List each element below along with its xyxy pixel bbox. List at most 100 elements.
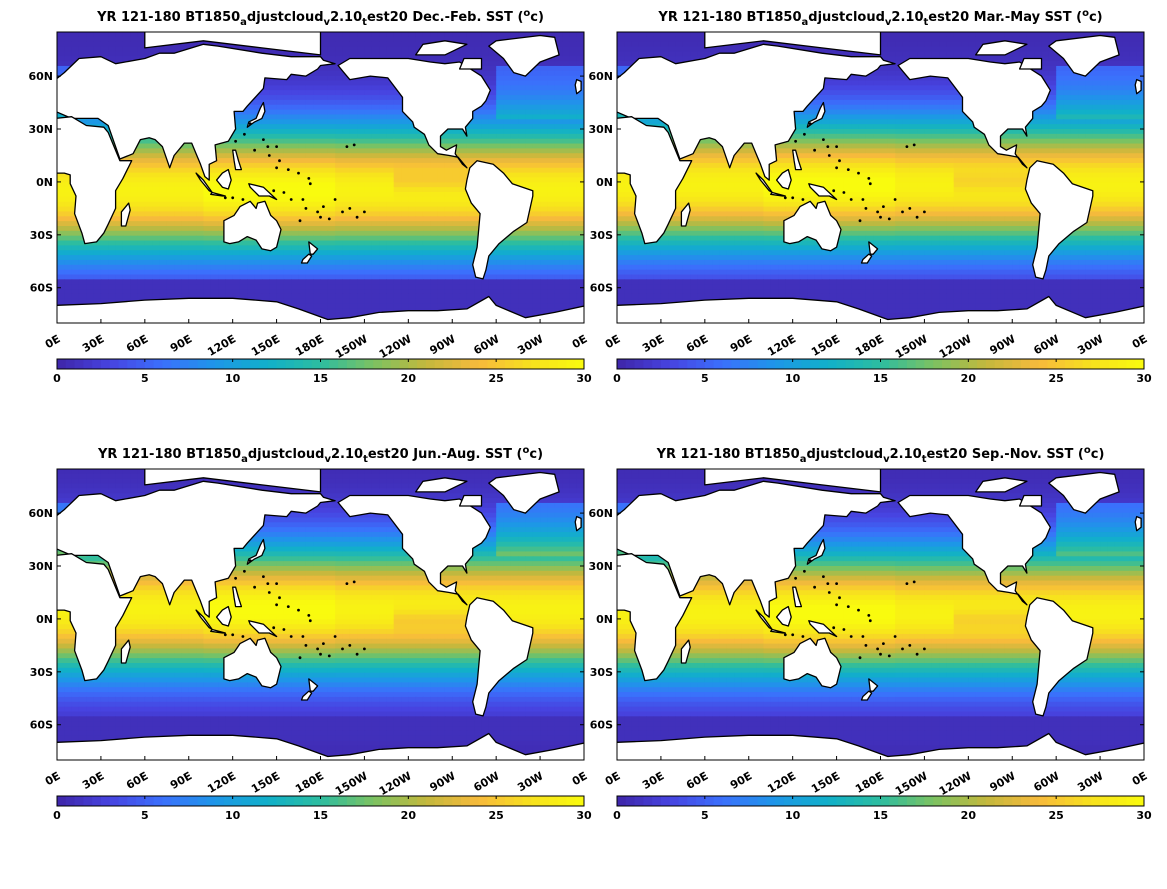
sst-cell: [562, 162, 570, 169]
sst-cell: [371, 75, 380, 82]
sst-cell: [496, 133, 505, 140]
sst-cell: [357, 245, 366, 251]
sst-cell: [283, 172, 292, 179]
sst-cell: [562, 32, 570, 38]
colorbar-segment: [109, 359, 119, 369]
continent-shape: [215, 168, 232, 190]
island-dot: [275, 145, 278, 148]
sst-cell: [393, 284, 402, 290]
colorbar-segment: [74, 359, 84, 369]
sst-cell: [188, 216, 197, 222]
sst-cell: [371, 187, 380, 193]
sst-cell: [166, 206, 175, 213]
sst-cell: [115, 201, 124, 208]
sst-cell: [697, 32, 706, 38]
sst-cell: [562, 230, 570, 237]
sst-cell: [466, 51, 475, 57]
sst-cell: [510, 109, 519, 116]
sst-cell: [130, 289, 139, 295]
sst-cell: [990, 36, 999, 43]
sst-cell: [503, 264, 512, 271]
sst-cell: [510, 235, 519, 242]
sst-cell: [525, 289, 534, 295]
sst-cell: [488, 70, 497, 77]
sst-cell: [576, 129, 584, 135]
sst-cell: [108, 284, 117, 290]
sst-cell: [137, 264, 146, 271]
sst-cell: [430, 289, 439, 295]
sst-cell: [474, 41, 483, 48]
sst-cell: [364, 235, 373, 242]
sst-cell: [393, 192, 402, 198]
sst-cell: [444, 293, 453, 300]
sst-cell: [510, 129, 519, 135]
sst-cell: [137, 32, 146, 38]
sst-cell: [518, 240, 527, 246]
sst-cell: [115, 274, 124, 280]
sst-cell: [364, 274, 373, 280]
sst-cell: [130, 235, 139, 242]
sst-cell: [137, 46, 146, 52]
sst-cell: [540, 109, 548, 116]
sst-cell: [64, 56, 73, 62]
colorbar-segment: [276, 359, 286, 369]
island-dot: [308, 182, 312, 186]
sst-cell: [1048, 32, 1057, 38]
sst-cell: [71, 293, 80, 300]
sst-cell: [562, 75, 570, 82]
sst-cell: [108, 250, 117, 256]
sst-cell: [122, 264, 131, 271]
sst-cell: [298, 206, 307, 213]
sst-cell: [108, 216, 117, 222]
sst-cell: [298, 293, 307, 300]
sst-cell: [569, 104, 578, 111]
sst-cell: [313, 298, 322, 305]
sst-cell: [152, 284, 161, 290]
sst-cell: [1122, 51, 1130, 57]
sst-cell: [503, 293, 512, 300]
sst-cell: [122, 46, 131, 52]
sst-cell: [430, 153, 439, 159]
sst-cell: [408, 36, 417, 43]
sst-cell: [64, 51, 73, 57]
sst-cell: [422, 221, 431, 227]
sst-cell: [452, 133, 461, 140]
sst-cell: [357, 216, 366, 222]
sst-cell: [298, 95, 307, 101]
sst-cell: [357, 279, 366, 285]
sst-cell: [291, 85, 300, 91]
continent-shape: [57, 43, 336, 181]
sst-cell: [459, 153, 468, 159]
sst-cell: [269, 124, 278, 130]
sst-cell: [459, 167, 468, 174]
sst-cell: [357, 308, 366, 314]
sst-cell: [562, 269, 570, 276]
sst-cell: [100, 289, 109, 295]
sst-cell: [291, 158, 300, 164]
sst-cell: [386, 85, 395, 91]
sst-cell: [1004, 32, 1013, 38]
sst-cell: [269, 259, 278, 266]
sst-cell: [569, 114, 578, 120]
sst-cell: [247, 177, 256, 183]
sst-cell: [320, 177, 329, 183]
sst-cell: [569, 192, 578, 198]
sst-cell: [254, 255, 263, 261]
sst-cell: [313, 284, 322, 290]
sst-cell: [364, 114, 373, 120]
sst-cell: [232, 274, 241, 280]
sst-cell: [525, 230, 534, 237]
sst-cell: [401, 284, 409, 290]
sst-cell: [408, 289, 417, 295]
sst-cell: [357, 274, 366, 280]
sst-cell: [437, 221, 446, 227]
island-dot: [348, 207, 352, 210]
sst-cell: [71, 32, 80, 38]
sst-cell: [57, 196, 65, 203]
sst-cell: [408, 245, 417, 251]
sst-cell: [437, 259, 446, 266]
sst-cell: [86, 293, 95, 300]
sst-cell: [393, 41, 402, 48]
sst-cell: [349, 289, 358, 295]
sst-cell: [159, 46, 168, 52]
